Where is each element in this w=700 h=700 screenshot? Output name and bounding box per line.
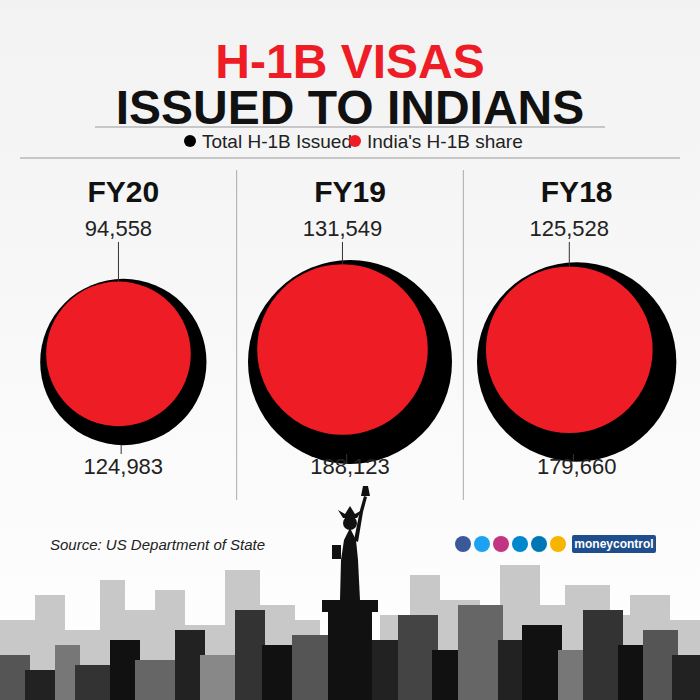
total-circle	[477, 262, 676, 461]
building	[583, 610, 623, 700]
label-leader	[121, 445, 122, 454]
title-line: ISSUED TO INDIANS	[116, 81, 585, 134]
data-label: 125,528	[530, 216, 610, 241]
statue-torch	[361, 486, 370, 496]
column-divider	[236, 170, 237, 500]
legend-swatch	[184, 135, 196, 147]
total-circle	[40, 279, 206, 445]
pedestal-top	[322, 600, 378, 612]
category-group: FY19 131,549 188,123	[248, 175, 452, 479]
social-icon	[550, 536, 566, 552]
share-circle	[486, 266, 653, 433]
data-label: 131,549	[303, 216, 383, 241]
total-circle	[248, 260, 452, 464]
statue	[322, 486, 378, 700]
building	[200, 655, 240, 700]
share-circle	[46, 282, 191, 427]
legend-label: Total H-1B Issued	[202, 131, 352, 152]
label-leader	[569, 242, 570, 266]
legend-swatch	[349, 135, 361, 147]
source: Source: US Department of State	[50, 536, 265, 553]
category-label: FY19	[314, 175, 386, 208]
social-icon	[493, 536, 509, 552]
category-group: FY20 94,558 124,983	[40, 175, 206, 479]
data-label: 124,983	[84, 454, 164, 479]
statue-tablet	[332, 545, 341, 559]
chart-root: H-1B VISASISSUED TO INDIANSTotal H-1B Is…	[0, 0, 700, 700]
building	[262, 645, 297, 700]
building	[292, 635, 332, 700]
building	[458, 605, 503, 700]
statue-head	[343, 516, 357, 530]
social-icon	[531, 536, 547, 552]
pedestal	[328, 610, 372, 700]
social-icon	[512, 536, 528, 552]
title: H-1B VISASISSUED TO INDIANS	[116, 35, 585, 134]
data-label: 179,660	[537, 454, 617, 479]
separator	[95, 127, 605, 128]
background	[0, 0, 700, 700]
label-leader	[342, 242, 343, 264]
building	[25, 670, 60, 700]
category-group: FY18 125,528 179,660	[477, 175, 676, 479]
building	[235, 610, 265, 700]
column-divider	[463, 170, 464, 500]
logo: moneycontrol	[574, 537, 653, 551]
logo-box	[572, 535, 656, 553]
share-circle	[257, 264, 428, 435]
label-leader	[118, 242, 119, 282]
building	[135, 660, 180, 700]
data-label: 188,123	[310, 454, 390, 479]
legend-label: India's H-1B share	[367, 131, 523, 152]
separator	[20, 158, 680, 159]
building	[372, 640, 402, 700]
category-label: FY18	[541, 175, 613, 208]
statue-arm	[354, 496, 367, 542]
category-label: FY20	[87, 175, 159, 208]
chart: H-1B VISASISSUED TO INDIANSTotal H-1B Is…	[0, 0, 700, 700]
statue-crown	[338, 506, 362, 518]
building	[672, 655, 700, 700]
building	[522, 625, 562, 700]
social-icon	[455, 536, 471, 552]
building	[75, 665, 115, 700]
social-icon	[474, 536, 490, 552]
data-label: 94,558	[85, 216, 152, 241]
building	[432, 650, 462, 700]
